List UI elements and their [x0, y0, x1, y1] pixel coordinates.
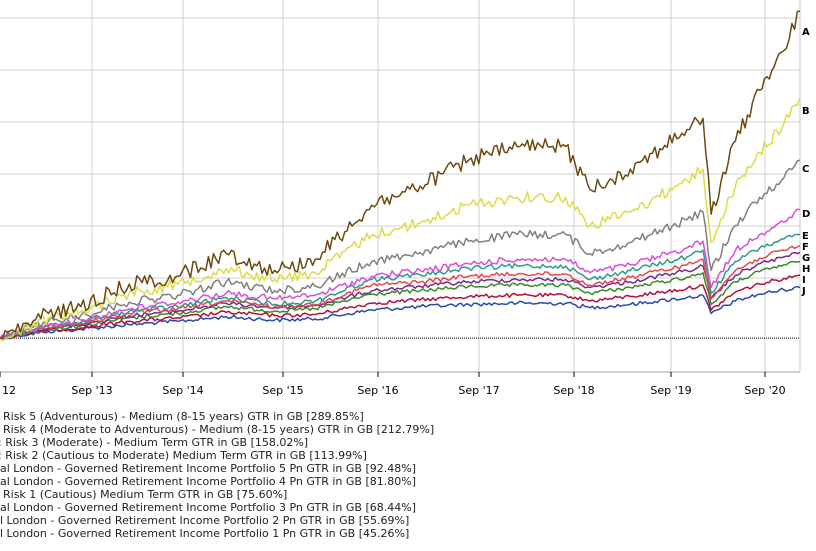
legend-entry: al London - Governed Retirement Income P…: [0, 475, 416, 488]
legend: Risk 5 (Adventurous) - Medium (8-15 year…: [0, 408, 816, 551]
x-tick-label: Sep '15: [262, 384, 303, 397]
series-line-e: [0, 233, 800, 339]
legend-entry: al London - Governed Retirement Income P…: [0, 501, 416, 514]
series-end-label-f: F: [802, 242, 809, 253]
grid-lines: [0, 0, 801, 373]
series-end-label-a: A: [802, 27, 810, 38]
x-tick-label: Sep '16: [357, 384, 398, 397]
legend-entry: : Risk 3 (Moderate) - Medium Term GTR in…: [0, 436, 309, 449]
series-line-h: [0, 260, 801, 341]
series-end-label-e: E: [802, 231, 809, 242]
x-tick-label: Sep '20: [744, 384, 785, 397]
series-line-c: [0, 159, 801, 340]
x-tick-label: Sep '17: [458, 384, 499, 397]
legend-entry: : Risk 2 (Cautious to Moderate) Medium T…: [0, 449, 367, 462]
series-line-i: [0, 274, 801, 340]
x-tick-label: Sep '13: [71, 384, 112, 397]
legend-entry: l London - Governed Retirement Income Po…: [0, 514, 410, 527]
series-end-label-c: C: [802, 164, 809, 175]
series-end-label-h: H: [802, 264, 810, 275]
x-tick-label: Sep '18: [553, 384, 594, 397]
series-end-label-d: D: [802, 209, 810, 220]
series-lines: [0, 10, 801, 342]
series-line-a: [0, 10, 801, 339]
x-tick-label: Sep '14: [162, 384, 203, 397]
legend-entry: l London - Governed Retirement Income Po…: [0, 527, 410, 540]
x-tick-label: Sep '19: [650, 384, 691, 397]
legend-entry: Risk 1 (Cautious) Medium Term GTR in GB …: [3, 488, 288, 501]
legend-entry: al London - Governed Retirement Income P…: [0, 462, 416, 475]
series-line-d: [0, 208, 801, 339]
series-end-label-b: B: [802, 106, 810, 117]
legend-entry: Risk 4 (Moderate to Adventurous) - Mediu…: [3, 423, 435, 436]
x-tick-label: 12: [2, 384, 16, 397]
series-end-label-j: J: [801, 286, 806, 297]
legend-entry: Risk 5 (Adventurous) - Medium (8-15 year…: [3, 410, 364, 423]
series-end-label-g: G: [802, 253, 810, 264]
x-axis: 12 Sep '13 Sep '14 Sep '15 Sep '16 Sep '17 Sep…: [0, 372, 786, 397]
series-line-b: [0, 97, 801, 342]
series-line-g: [0, 251, 801, 340]
series-end-label-i: I: [802, 275, 806, 286]
